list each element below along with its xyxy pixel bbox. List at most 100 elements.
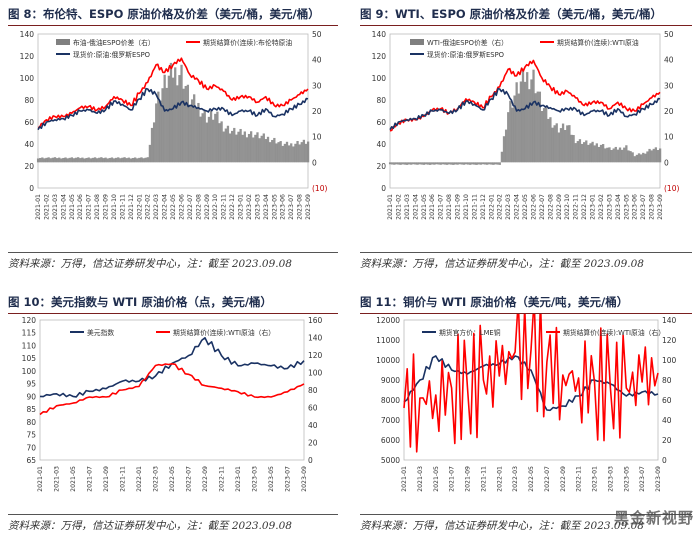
x-tick-label: 2023-07	[639, 466, 646, 492]
left-tick-label: 70	[26, 443, 36, 452]
x-tick-label: 2022-05	[522, 194, 529, 220]
spread-bar	[60, 158, 63, 163]
x-tick-label: 2022-03	[153, 194, 160, 220]
spread-bar	[268, 142, 272, 163]
plot-frame	[389, 33, 661, 189]
x-tick-label: 2023-04	[263, 194, 270, 220]
spread-bar	[583, 142, 586, 163]
spread-bar	[296, 140, 299, 163]
spread-bar	[184, 85, 187, 163]
spread-bar	[235, 134, 238, 163]
x-tick-label: 2023-01	[590, 194, 597, 220]
spread-bar	[416, 162, 419, 165]
right-tick-label: 140	[308, 334, 323, 343]
spread-bar	[214, 113, 217, 163]
spread-bar	[41, 157, 44, 163]
spread-bar	[445, 162, 449, 165]
right-tick-label: 100	[662, 356, 677, 365]
legend-swatch	[410, 39, 424, 45]
legend-label: 美元指数	[87, 328, 114, 337]
spread-bar	[169, 62, 173, 163]
spread-bar	[604, 148, 607, 163]
spread-bar	[456, 162, 459, 165]
spread-bar	[197, 102, 200, 163]
spread-bar	[72, 158, 76, 163]
right-tick-label: (10)	[664, 184, 679, 193]
spread-bar	[199, 116, 202, 163]
x-tick-label: 2021-03	[417, 466, 424, 492]
spread-bar	[433, 162, 436, 165]
spread-bar	[123, 157, 126, 163]
right-tick-label: 60	[662, 396, 672, 405]
right-tick-label: (10)	[312, 184, 327, 193]
left-tick-label: 40	[376, 140, 386, 149]
right-tick-label: 40	[662, 416, 672, 425]
spread-bar	[441, 162, 444, 165]
spread-bar	[155, 103, 158, 163]
spread-bar	[545, 105, 548, 163]
spread-bar	[652, 148, 655, 163]
spread-bar	[534, 93, 537, 163]
spread-bar	[614, 146, 617, 163]
left-tick-label: 80	[376, 96, 386, 105]
spread-bar	[66, 158, 69, 163]
left-tick-label: 8000	[381, 396, 400, 405]
x-tick-label: 2022-01	[488, 194, 495, 220]
left-tick-label: 85	[26, 405, 36, 414]
spread-bar	[620, 149, 624, 163]
spread-bar	[304, 143, 308, 163]
right-tick-label: 10	[312, 133, 322, 142]
spread-bar	[222, 131, 225, 163]
spread-bar	[104, 157, 107, 163]
spread-bar	[58, 157, 61, 163]
x-tick-label: 2021-04	[60, 194, 67, 220]
spread-bar	[530, 79, 533, 163]
spread-bar	[509, 100, 512, 163]
plot-frame	[403, 319, 659, 461]
x-tick-label: 2022-07	[186, 466, 193, 492]
spread-bar	[115, 157, 118, 163]
right-tick-label: 10	[664, 133, 674, 142]
spread-bar	[254, 134, 257, 163]
x-tick-label: 2021-09	[465, 466, 472, 492]
spread-bar	[125, 158, 128, 163]
x-tick-label: 2022-03	[153, 466, 160, 492]
figure-11-source: 资料来源：万得，信达证券研发中心，注：截至 2023.09.08	[360, 514, 692, 533]
x-tick-label: 2023-09	[655, 466, 662, 492]
left-tick-label: 11000	[376, 336, 400, 345]
spread-bar	[262, 133, 265, 163]
x-tick-label: 2021-02	[395, 194, 402, 220]
x-tick-label: 2022-04	[514, 194, 521, 220]
spread-bar	[203, 110, 206, 163]
spread-bar	[190, 99, 194, 163]
wti-espo-chart: 0 20 40 60 80 100 120 140 (10) 0 10 20 30 40 50 2021-01…	[372, 30, 680, 220]
series-line-2	[389, 87, 661, 131]
spread-bar	[458, 162, 461, 165]
figure-8-source: 资料来源：万得，信达证券研发中心，注：截至 2023.09.08	[8, 252, 338, 271]
x-tick-label: 2021-12	[480, 194, 487, 220]
x-tick-label: 2023-05	[623, 466, 630, 492]
spread-bar	[79, 158, 82, 163]
spread-bar	[633, 156, 636, 163]
left-tick-label: 120	[372, 52, 387, 61]
x-tick-label: 2021-01	[387, 194, 394, 220]
spread-bar	[237, 131, 240, 163]
spread-bar	[532, 69, 535, 163]
legend-label: 期货结算价(连续):布伦特原油	[203, 38, 292, 47]
right-tick-label: 20	[312, 107, 322, 116]
spread-bar	[479, 162, 482, 165]
x-tick-label: 2022-04	[162, 194, 169, 220]
spread-bar	[294, 143, 297, 163]
legend-swatch	[56, 39, 70, 45]
spread-bar	[93, 157, 97, 163]
spread-bar	[574, 143, 577, 163]
spread-bar	[521, 68, 525, 163]
spread-bar	[485, 162, 489, 165]
left-tick-label: 120	[22, 316, 37, 325]
right-tick-label: 60	[308, 404, 318, 413]
left-tick-label: 0	[29, 184, 34, 193]
spread-bar	[205, 122, 208, 163]
spread-bar	[639, 154, 643, 163]
spread-bar	[435, 162, 438, 165]
spread-bar	[290, 143, 293, 163]
